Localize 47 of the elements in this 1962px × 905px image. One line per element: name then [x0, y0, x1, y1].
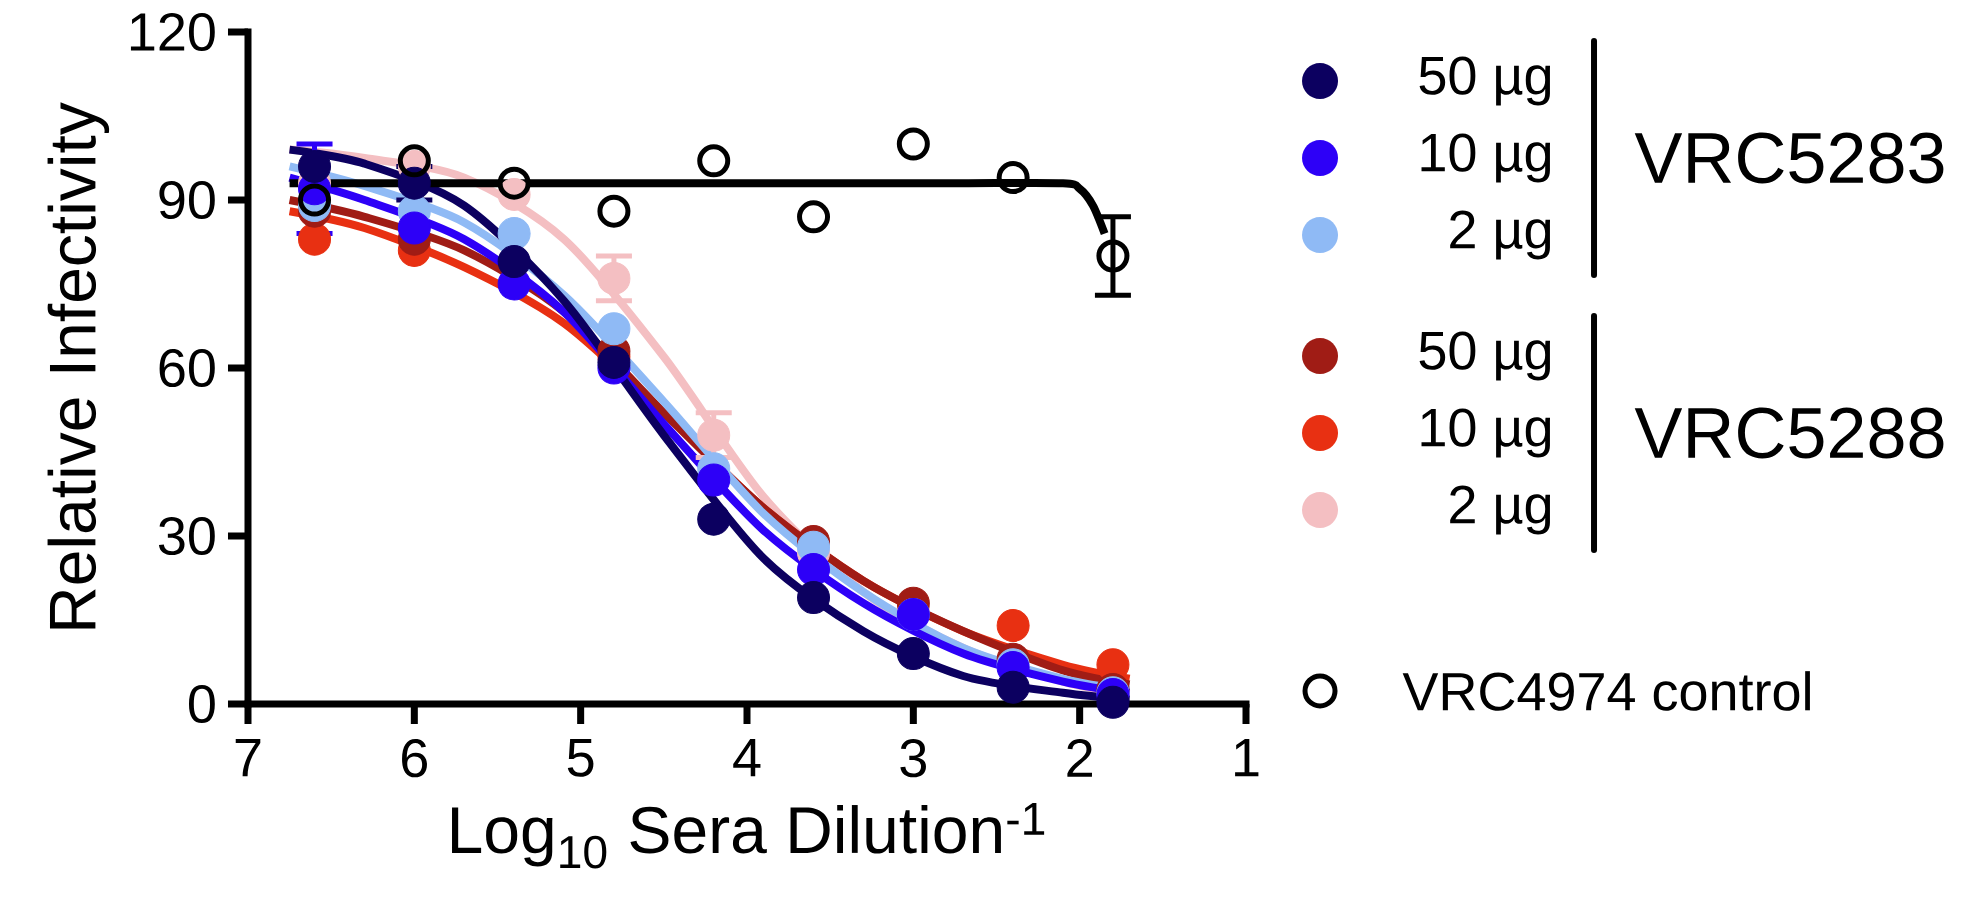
x-tick-label: 7: [235, 739, 261, 777]
point: [597, 345, 631, 379]
point: [298, 149, 332, 183]
point: [896, 637, 930, 671]
y-axis-title: Relative Infectivity: [47, 102, 110, 629]
point: [697, 418, 731, 452]
x-tick-label: 4: [733, 739, 761, 777]
point: [1096, 239, 1130, 273]
point: [597, 261, 631, 295]
point: [996, 670, 1030, 704]
legend-label: 10 µg: [1421, 408, 1551, 458]
x-tick-label: 6: [402, 739, 427, 778]
legend-label: 50 µg: [1419, 56, 1551, 106]
legend-label: 2 µg: [1450, 485, 1551, 535]
y-tick-label: 120: [130, 12, 215, 52]
point: [697, 502, 731, 536]
point: [497, 245, 531, 279]
point: [797, 581, 831, 615]
legend-label: 50 µg: [1419, 331, 1551, 381]
text: VRC5283: [1634, 132, 1944, 184]
point: [697, 144, 731, 178]
point: [996, 161, 1030, 195]
point: [996, 609, 1030, 643]
point: [298, 222, 332, 256]
y-tick-label: 0: [189, 684, 215, 724]
x-axis-title: Log$_{10}$ Sera Dilution$^{-1}$: [452, 803, 1045, 869]
y-tick-label: 90: [159, 180, 215, 220]
point: [397, 211, 431, 245]
point: [298, 183, 332, 217]
x-tick-label: 3: [900, 739, 926, 778]
point: [597, 312, 631, 346]
point: [797, 553, 831, 587]
legend-label: VRC4974 control: [1402, 671, 1810, 711]
y-tick-label: 60: [159, 348, 215, 388]
x-tick-label: 5: [567, 739, 594, 777]
point: [697, 463, 731, 497]
x-tick-label: 2: [1067, 739, 1092, 777]
legend-label: 10 µg: [1421, 133, 1551, 183]
point: [1096, 685, 1130, 719]
point: [597, 194, 631, 228]
x-tick-label: 1: [1235, 739, 1259, 777]
point: [497, 166, 531, 200]
y-tick-label: 30: [158, 516, 215, 556]
point: [896, 127, 930, 161]
legend-label: 2 µg: [1450, 210, 1551, 260]
text: VRC5288: [1634, 407, 1944, 459]
point: [797, 200, 831, 234]
